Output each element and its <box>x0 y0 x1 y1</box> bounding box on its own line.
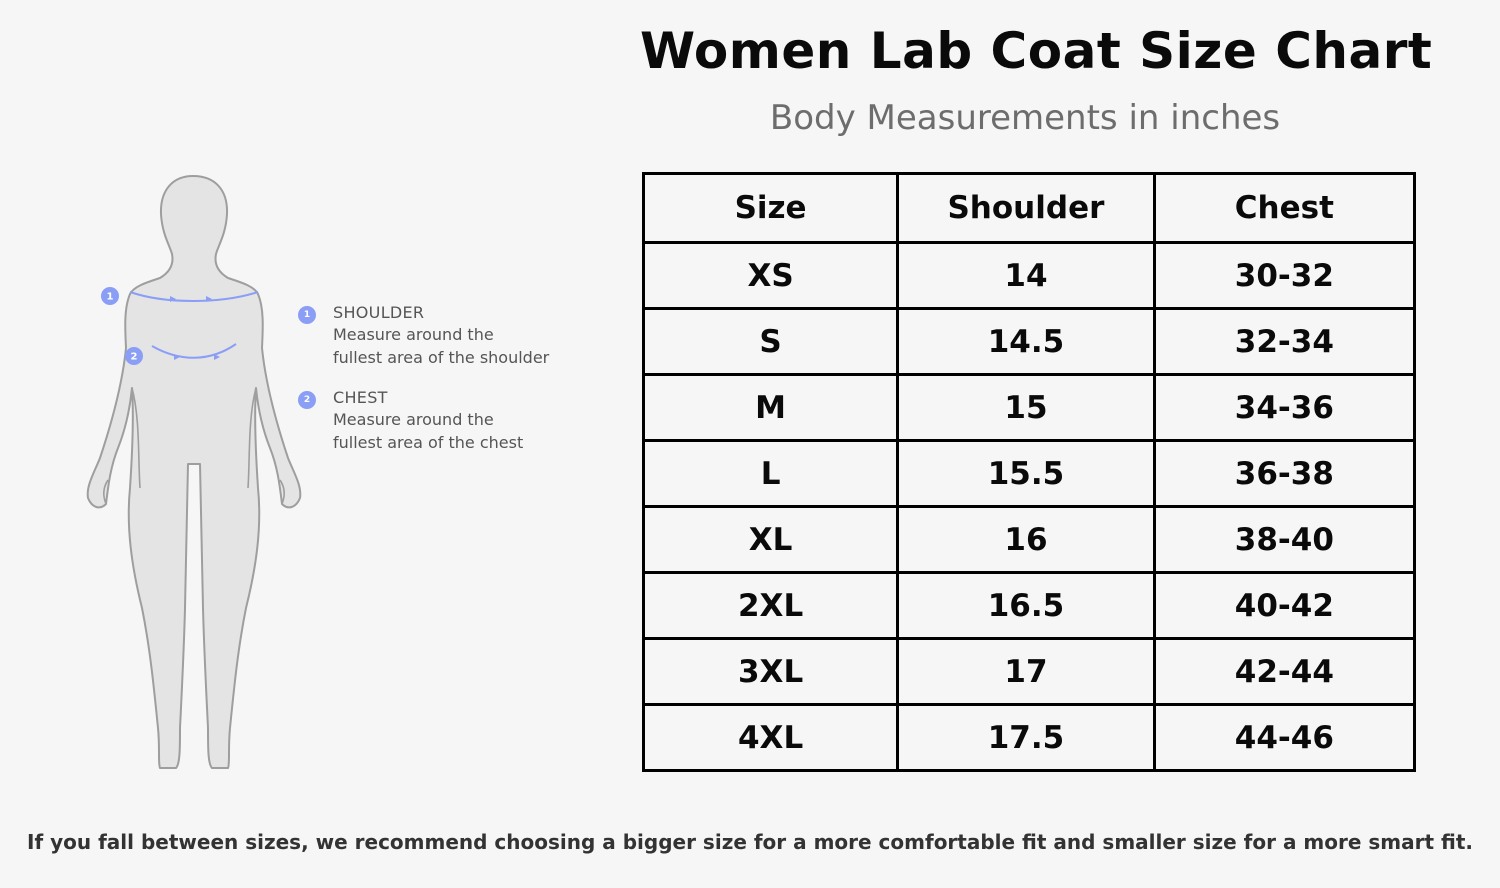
legend-description-line: Measure around the <box>333 410 494 429</box>
column-header-chest: Chest <box>1152 172 1417 244</box>
chest-marker-number: 2 <box>131 352 138 363</box>
shoulder-cell: 14.5 <box>896 307 1156 376</box>
size-cell: XS <box>641 241 900 310</box>
shoulder-cell: 16 <box>896 505 1156 574</box>
legend-item-shoulder: 1 SHOULDER Measure around the fullest ar… <box>298 302 598 369</box>
legend-description-line: fullest area of the shoulder <box>333 348 550 367</box>
chest-cell: 44-46 <box>1152 703 1417 772</box>
chest-cell: 38-40 <box>1152 505 1417 574</box>
table-row: XS 14 30-32 <box>641 241 1417 310</box>
table-row: M 15 34-36 <box>641 373 1417 442</box>
size-cell: L <box>641 439 900 508</box>
size-cell: 3XL <box>641 637 900 706</box>
legend-number-badge: 2 <box>298 391 316 409</box>
size-cell: 4XL <box>641 703 900 772</box>
legend-item-chest: 2 CHEST Measure around the fullest area … <box>298 387 598 454</box>
shoulder-cell: 17 <box>896 637 1156 706</box>
table-header-row: Size Shoulder Chest <box>641 172 1417 244</box>
legend-number-badge: 1 <box>298 306 316 324</box>
shoulder-cell: 16.5 <box>896 571 1156 640</box>
shoulder-cell: 15.5 <box>896 439 1156 508</box>
shoulder-cell: 14 <box>896 241 1156 310</box>
measurement-legend: 1 SHOULDER Measure around the fullest ar… <box>298 302 598 472</box>
column-header-shoulder: Shoulder <box>896 172 1156 244</box>
table-row: XL 16 38-40 <box>641 505 1417 574</box>
chest-cell: 40-42 <box>1152 571 1417 640</box>
size-cell: 2XL <box>641 571 900 640</box>
legend-description-line: fullest area of the chest <box>333 433 524 452</box>
legend-heading: SHOULDER <box>333 303 425 322</box>
table-row: 4XL 17.5 44-46 <box>641 703 1417 772</box>
size-cell: S <box>641 307 900 376</box>
shoulder-marker: 1 <box>101 287 119 305</box>
fit-recommendation-note: If you fall between sizes, we recommend … <box>27 830 1473 854</box>
chest-cell: 32-34 <box>1152 307 1417 376</box>
size-chart-table: Size Shoulder Chest XS 14 30-32 S 14.5 3… <box>641 172 1417 772</box>
column-header-size: Size <box>641 172 900 244</box>
shoulder-cell: 17.5 <box>896 703 1156 772</box>
legend-heading: CHEST <box>333 388 388 407</box>
table-row: L 15.5 36-38 <box>641 439 1417 508</box>
table-row: S 14.5 32-34 <box>641 307 1417 376</box>
shoulder-cell: 15 <box>896 373 1156 442</box>
page-subtitle: Body Measurements in inches <box>769 98 1281 138</box>
chest-marker: 2 <box>125 347 143 365</box>
table-row: 3XL 17 42-44 <box>641 637 1417 706</box>
table-row: 2XL 16.5 40-42 <box>641 571 1417 640</box>
body-figure-illustration: 1 2 <box>86 175 302 769</box>
chest-cell: 34-36 <box>1152 373 1417 442</box>
shoulder-marker-number: 1 <box>107 292 114 303</box>
chest-cell: 36-38 <box>1152 439 1417 508</box>
size-cell: M <box>641 373 900 442</box>
size-cell: XL <box>641 505 900 574</box>
chest-cell: 42-44 <box>1152 637 1417 706</box>
legend-description-line: Measure around the <box>333 325 494 344</box>
chest-cell: 30-32 <box>1152 241 1417 310</box>
page-title: Women Lab Coat Size Chart <box>640 22 1433 80</box>
